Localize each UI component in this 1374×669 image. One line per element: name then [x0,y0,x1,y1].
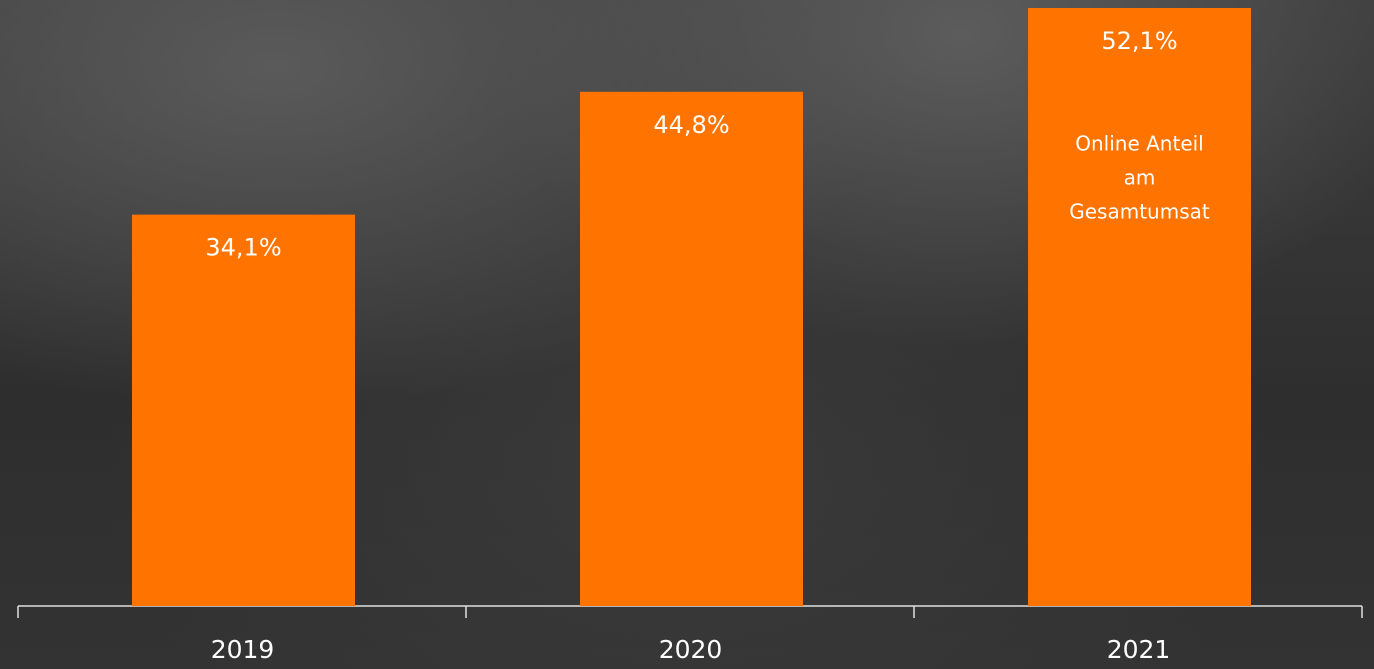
x-tick-label: 2019 [211,635,275,664]
bar [132,214,355,606]
x-tick-label: 2021 [1107,635,1171,664]
annotation: am [1124,166,1156,190]
bar [1028,8,1251,606]
value-label: 44,8% [653,111,729,139]
value-label: 52,1% [1101,27,1177,55]
x-tick-label: 2020 [659,635,723,664]
annotation: Gesamtumsat [1069,200,1210,224]
value-label: 34,1% [205,234,281,262]
bar [580,91,803,606]
annotation: Online Anteil [1075,132,1204,156]
